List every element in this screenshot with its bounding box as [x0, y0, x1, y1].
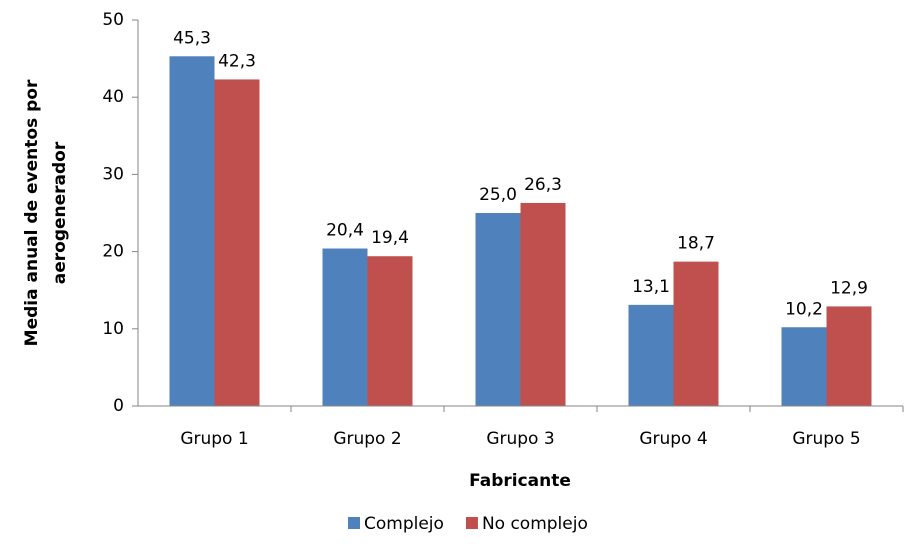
x-axis-title: Fabricante [469, 471, 571, 491]
x-tick-label: Grupo 4 [639, 429, 707, 449]
value-label: 26,3 [524, 175, 562, 195]
bar [673, 261, 719, 406]
value-label: 10,2 [785, 299, 823, 319]
value-label: 12,9 [830, 278, 868, 298]
legend-label: No complejo [482, 514, 588, 534]
y-axis-title: Media anual de eventos por [22, 79, 42, 346]
bar [169, 56, 215, 407]
value-label: 18,7 [677, 234, 715, 254]
bar [322, 248, 368, 406]
y-tick-label: 40 [102, 87, 124, 107]
legend-swatch [465, 517, 478, 529]
y-tick-label: 30 [102, 164, 124, 184]
legend-swatch [348, 517, 360, 529]
value-label: 45,3 [173, 28, 211, 48]
y-tick-label: 0 [113, 396, 124, 416]
y-tick-label: 20 [102, 242, 124, 262]
y-axis-title: aerogenerador [50, 141, 70, 284]
bar [475, 213, 521, 406]
bar [520, 202, 566, 406]
x-tick-label: Grupo 2 [333, 429, 401, 449]
value-label: 19,4 [371, 228, 409, 248]
x-tick-label: Grupo 3 [486, 429, 554, 449]
value-label: 42,3 [218, 51, 256, 71]
x-tick-label: Grupo 1 [180, 429, 248, 449]
value-label: 25,0 [479, 185, 517, 205]
legend-label: Complejo [364, 514, 444, 534]
bar [214, 79, 260, 406]
y-tick-label: 10 [102, 319, 124, 339]
x-tick-label: Grupo 5 [792, 429, 860, 449]
y-tick-label: 50 [102, 10, 124, 30]
value-label: 20,4 [326, 221, 364, 241]
bar [367, 256, 413, 406]
bar [781, 327, 827, 406]
value-label: 13,1 [632, 277, 670, 297]
bar [628, 304, 674, 406]
bar [826, 306, 872, 406]
